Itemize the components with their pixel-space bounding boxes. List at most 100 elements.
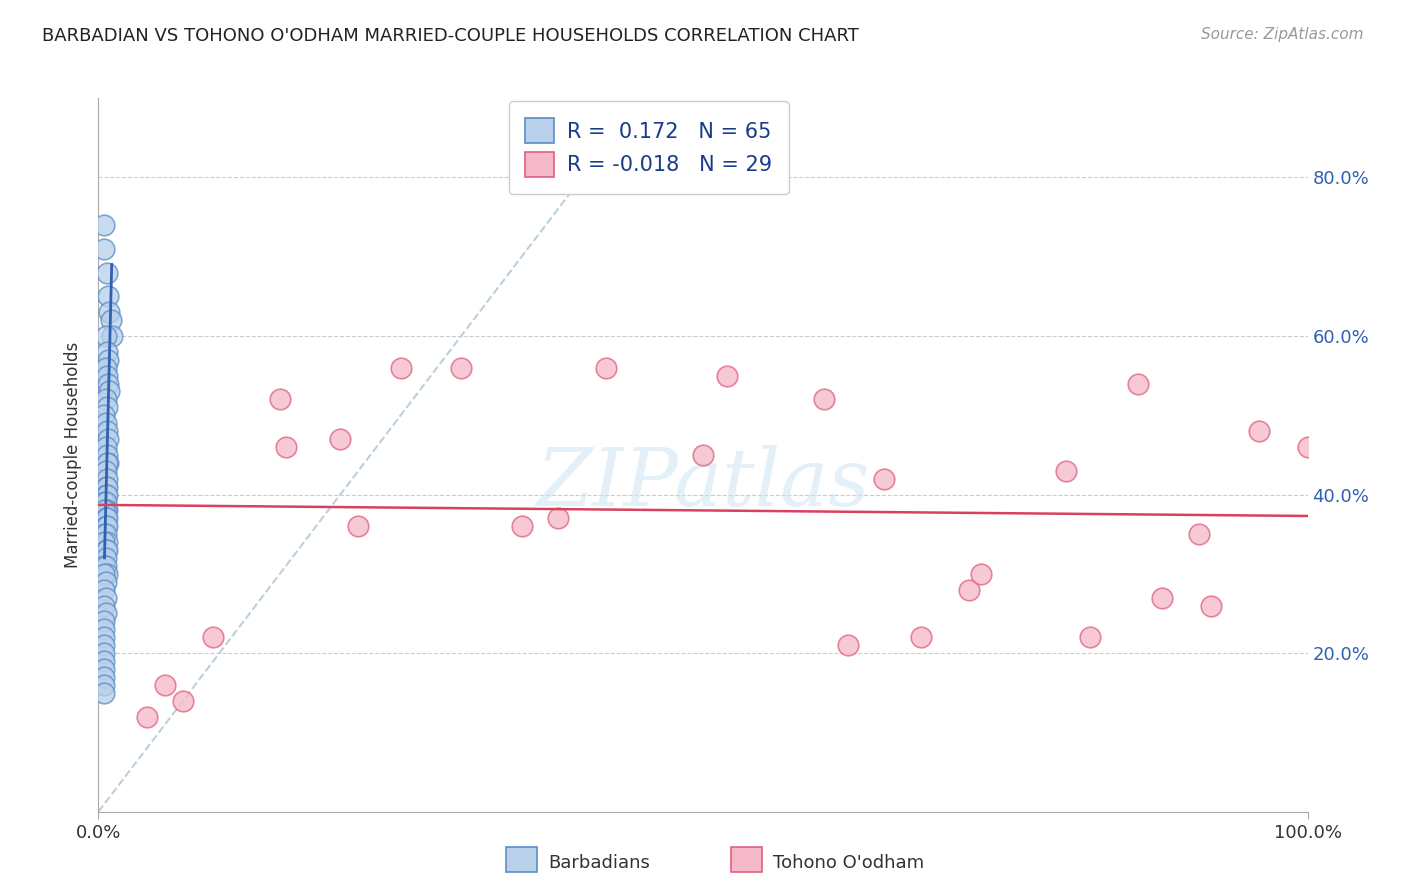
Point	[93, 654, 115, 668]
Point	[100, 329, 122, 343]
Point	[96, 456, 118, 470]
Point	[1152, 591, 1174, 605]
Point	[93, 558, 115, 573]
Point	[94, 519, 117, 533]
Y-axis label: Married-couple Households: Married-couple Households	[65, 342, 83, 568]
Point	[93, 646, 115, 660]
Point	[595, 360, 617, 375]
Point	[93, 582, 115, 597]
Point	[94, 511, 117, 525]
Point	[94, 480, 117, 494]
Point	[274, 440, 297, 454]
Point	[97, 376, 120, 391]
Point	[172, 694, 194, 708]
Point	[96, 535, 118, 549]
Point	[94, 527, 117, 541]
Point	[94, 607, 117, 621]
Point	[94, 416, 117, 430]
Point	[96, 266, 118, 280]
Point	[96, 448, 118, 462]
Point	[94, 543, 117, 558]
Point	[1188, 527, 1211, 541]
Point	[389, 360, 412, 375]
Point	[93, 503, 115, 517]
Point	[957, 582, 980, 597]
Point	[94, 329, 117, 343]
Point	[94, 487, 117, 501]
Point	[692, 448, 714, 462]
Point	[94, 464, 117, 478]
Point	[94, 495, 117, 509]
Text: ZIPatlas: ZIPatlas	[536, 445, 870, 522]
Point	[837, 638, 859, 652]
Point	[1199, 599, 1222, 613]
Point	[98, 384, 121, 399]
Point	[329, 432, 352, 446]
Point	[94, 503, 117, 517]
Point	[96, 480, 118, 494]
Point	[96, 566, 118, 581]
Point	[202, 630, 225, 644]
Point	[1054, 464, 1077, 478]
Point	[94, 591, 117, 605]
Point	[94, 551, 117, 566]
Point	[93, 599, 115, 613]
Point	[96, 503, 118, 517]
Text: Barbadians: Barbadians	[548, 854, 650, 871]
Point	[94, 440, 117, 454]
Point	[94, 558, 117, 573]
Point	[97, 432, 120, 446]
Point	[94, 574, 117, 589]
Text: BARBADIAN VS TOHONO O'ODHAM MARRIED-COUPLE HOUSEHOLDS CORRELATION CHART: BARBADIAN VS TOHONO O'ODHAM MARRIED-COUP…	[42, 27, 859, 45]
Point	[94, 392, 117, 407]
Point	[93, 535, 115, 549]
Point	[1296, 440, 1319, 454]
Point	[96, 401, 118, 415]
Point	[1128, 376, 1150, 391]
Point	[93, 638, 115, 652]
Point	[93, 527, 115, 541]
Point	[96, 424, 118, 438]
Point	[547, 511, 569, 525]
Point	[93, 686, 115, 700]
Point	[93, 670, 115, 684]
Point	[96, 543, 118, 558]
Point	[135, 709, 157, 723]
Point	[716, 368, 738, 383]
Point	[269, 392, 291, 407]
Point	[93, 409, 115, 423]
Text: Source: ZipAtlas.com: Source: ZipAtlas.com	[1201, 27, 1364, 42]
Point	[910, 630, 932, 644]
Point	[347, 519, 370, 533]
Point	[96, 487, 118, 501]
Point	[873, 472, 896, 486]
Point	[93, 630, 115, 644]
Point	[96, 519, 118, 533]
Point	[93, 242, 115, 256]
Point	[1249, 424, 1271, 438]
Point	[93, 678, 115, 692]
Text: Tohono O'odham: Tohono O'odham	[773, 854, 924, 871]
Point	[153, 678, 176, 692]
Point	[450, 360, 472, 375]
Point	[97, 352, 120, 367]
Legend: R =  0.172   N = 65, R = -0.018   N = 29: R = 0.172 N = 65, R = -0.018 N = 29	[509, 102, 789, 194]
Point	[813, 392, 835, 407]
Point	[93, 615, 115, 629]
Point	[510, 519, 533, 533]
Point	[96, 368, 118, 383]
Point	[93, 662, 115, 676]
Point	[96, 511, 118, 525]
Point	[96, 344, 118, 359]
Point	[100, 313, 122, 327]
Point	[93, 566, 115, 581]
Point	[93, 623, 115, 637]
Point	[93, 495, 115, 509]
Point	[93, 218, 115, 232]
Point	[970, 566, 993, 581]
Point	[98, 305, 121, 319]
Point	[94, 360, 117, 375]
Point	[1078, 630, 1101, 644]
Point	[97, 289, 120, 303]
Point	[97, 456, 120, 470]
